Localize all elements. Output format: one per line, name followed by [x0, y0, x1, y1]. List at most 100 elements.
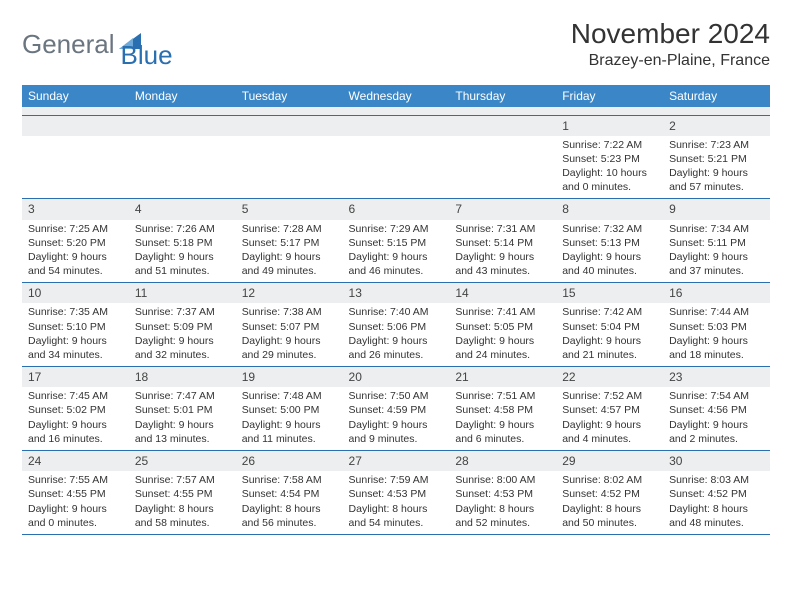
day-daylight2: and 26 minutes. [349, 348, 444, 362]
day-body: Sunrise: 7:44 AMSunset: 5:03 PMDaylight:… [663, 303, 770, 366]
day-sunrise: Sunrise: 7:58 AM [242, 473, 337, 487]
day-sunset: Sunset: 4:55 PM [135, 487, 230, 501]
day-daylight2: and 11 minutes. [242, 432, 337, 446]
day-number: 5 [236, 199, 343, 219]
day-daylight1: Daylight: 9 hours [669, 250, 764, 264]
day-cell: 21Sunrise: 7:51 AMSunset: 4:58 PMDayligh… [449, 367, 556, 451]
day-sunset: Sunset: 4:59 PM [349, 403, 444, 417]
day-daylight2: and 54 minutes. [349, 516, 444, 530]
day-daylight2: and 37 minutes. [669, 264, 764, 278]
day-daylight2: and 0 minutes. [562, 180, 657, 194]
day-daylight2: and 49 minutes. [242, 264, 337, 278]
day-body: Sunrise: 8:03 AMSunset: 4:52 PMDaylight:… [663, 471, 770, 534]
day-daylight2: and 24 minutes. [455, 348, 550, 362]
day-cell [236, 115, 343, 199]
day-daylight1: Daylight: 8 hours [562, 502, 657, 516]
day-body: Sunrise: 7:58 AMSunset: 4:54 PMDaylight:… [236, 471, 343, 534]
day-sunrise: Sunrise: 7:41 AM [455, 305, 550, 319]
logo-text-general: General [22, 29, 115, 60]
day-sunrise: Sunrise: 7:40 AM [349, 305, 444, 319]
day-sunset: Sunset: 5:21 PM [669, 152, 764, 166]
day-body: Sunrise: 7:22 AMSunset: 5:23 PMDaylight:… [556, 136, 663, 199]
day-cell: 25Sunrise: 7:57 AMSunset: 4:55 PMDayligh… [129, 451, 236, 535]
day-sunset: Sunset: 4:56 PM [669, 403, 764, 417]
logo-text-blue: Blue [121, 40, 173, 70]
day-number: 20 [343, 367, 450, 387]
day-sunrise: Sunrise: 7:29 AM [349, 222, 444, 236]
day-daylight1: Daylight: 9 hours [349, 418, 444, 432]
day-cell: 6Sunrise: 7:29 AMSunset: 5:15 PMDaylight… [343, 199, 450, 283]
day-body: Sunrise: 7:23 AMSunset: 5:21 PMDaylight:… [663, 136, 770, 199]
day-header: Saturday [663, 85, 770, 107]
day-daylight2: and 54 minutes. [28, 264, 123, 278]
day-sunrise: Sunrise: 7:51 AM [455, 389, 550, 403]
spacer-row [22, 107, 770, 115]
day-number: 12 [236, 283, 343, 303]
day-daylight2: and 16 minutes. [28, 432, 123, 446]
day-cell: 24Sunrise: 7:55 AMSunset: 4:55 PMDayligh… [22, 451, 129, 535]
day-cell: 28Sunrise: 8:00 AMSunset: 4:53 PMDayligh… [449, 451, 556, 535]
day-cell [343, 115, 450, 199]
day-cell: 10Sunrise: 7:35 AMSunset: 5:10 PMDayligh… [22, 283, 129, 367]
day-daylight2: and 4 minutes. [562, 432, 657, 446]
day-daylight1: Daylight: 8 hours [242, 502, 337, 516]
day-daylight2: and 21 minutes. [562, 348, 657, 362]
day-cell: 3Sunrise: 7:25 AMSunset: 5:20 PMDaylight… [22, 199, 129, 283]
day-daylight2: and 51 minutes. [135, 264, 230, 278]
day-daylight1: Daylight: 9 hours [669, 334, 764, 348]
day-cell: 4Sunrise: 7:26 AMSunset: 5:18 PMDaylight… [129, 199, 236, 283]
day-daylight2: and 43 minutes. [455, 264, 550, 278]
day-number: 29 [556, 451, 663, 471]
day-sunset: Sunset: 5:11 PM [669, 236, 764, 250]
day-sunrise: Sunrise: 7:57 AM [135, 473, 230, 487]
day-cell: 7Sunrise: 7:31 AMSunset: 5:14 PMDaylight… [449, 199, 556, 283]
location: Brazey-en-Plaine, France [571, 52, 770, 70]
day-number: 9 [663, 199, 770, 219]
day-number: 17 [22, 367, 129, 387]
day-sunrise: Sunrise: 7:48 AM [242, 389, 337, 403]
day-daylight1: Daylight: 8 hours [349, 502, 444, 516]
day-number: 2 [663, 116, 770, 136]
day-sunrise: Sunrise: 8:03 AM [669, 473, 764, 487]
day-cell: 17Sunrise: 7:45 AMSunset: 5:02 PMDayligh… [22, 367, 129, 451]
day-number: 15 [556, 283, 663, 303]
day-sunset: Sunset: 4:54 PM [242, 487, 337, 501]
day-body: Sunrise: 7:38 AMSunset: 5:07 PMDaylight:… [236, 303, 343, 366]
day-daylight1: Daylight: 9 hours [562, 250, 657, 264]
day-body: Sunrise: 7:26 AMSunset: 5:18 PMDaylight:… [129, 220, 236, 283]
day-cell [449, 115, 556, 199]
day-sunrise: Sunrise: 7:31 AM [455, 222, 550, 236]
day-header: Friday [556, 85, 663, 107]
day-daylight1: Daylight: 9 hours [349, 334, 444, 348]
day-cell: 11Sunrise: 7:37 AMSunset: 5:09 PMDayligh… [129, 283, 236, 367]
day-sunrise: Sunrise: 7:59 AM [349, 473, 444, 487]
day-body: Sunrise: 7:50 AMSunset: 4:59 PMDaylight:… [343, 387, 450, 450]
day-sunrise: Sunrise: 7:50 AM [349, 389, 444, 403]
day-number: 7 [449, 199, 556, 219]
day-cell: 18Sunrise: 7:47 AMSunset: 5:01 PMDayligh… [129, 367, 236, 451]
day-sunset: Sunset: 5:20 PM [28, 236, 123, 250]
day-sunrise: Sunrise: 7:25 AM [28, 222, 123, 236]
day-cell: 30Sunrise: 8:03 AMSunset: 4:52 PMDayligh… [663, 451, 770, 535]
day-sunrise: Sunrise: 7:34 AM [669, 222, 764, 236]
day-body: Sunrise: 7:34 AMSunset: 5:11 PMDaylight:… [663, 220, 770, 283]
day-daylight2: and 48 minutes. [669, 516, 764, 530]
day-daylight1: Daylight: 9 hours [455, 250, 550, 264]
day-header-row: Sunday Monday Tuesday Wednesday Thursday… [22, 85, 770, 107]
day-daylight2: and 46 minutes. [349, 264, 444, 278]
day-sunrise: Sunrise: 7:52 AM [562, 389, 657, 403]
day-sunset: Sunset: 4:52 PM [562, 487, 657, 501]
day-sunrise: Sunrise: 7:55 AM [28, 473, 123, 487]
day-cell: 2Sunrise: 7:23 AMSunset: 5:21 PMDaylight… [663, 115, 770, 199]
day-header: Wednesday [343, 85, 450, 107]
day-number: 24 [22, 451, 129, 471]
day-daylight1: Daylight: 9 hours [135, 334, 230, 348]
day-number: 19 [236, 367, 343, 387]
day-body: Sunrise: 7:48 AMSunset: 5:00 PMDaylight:… [236, 387, 343, 450]
day-sunrise: Sunrise: 7:42 AM [562, 305, 657, 319]
day-body: Sunrise: 7:31 AMSunset: 5:14 PMDaylight:… [449, 220, 556, 283]
day-daylight1: Daylight: 9 hours [242, 250, 337, 264]
day-body: Sunrise: 7:25 AMSunset: 5:20 PMDaylight:… [22, 220, 129, 283]
day-daylight2: and 9 minutes. [349, 432, 444, 446]
day-body: Sunrise: 8:00 AMSunset: 4:53 PMDaylight:… [449, 471, 556, 534]
